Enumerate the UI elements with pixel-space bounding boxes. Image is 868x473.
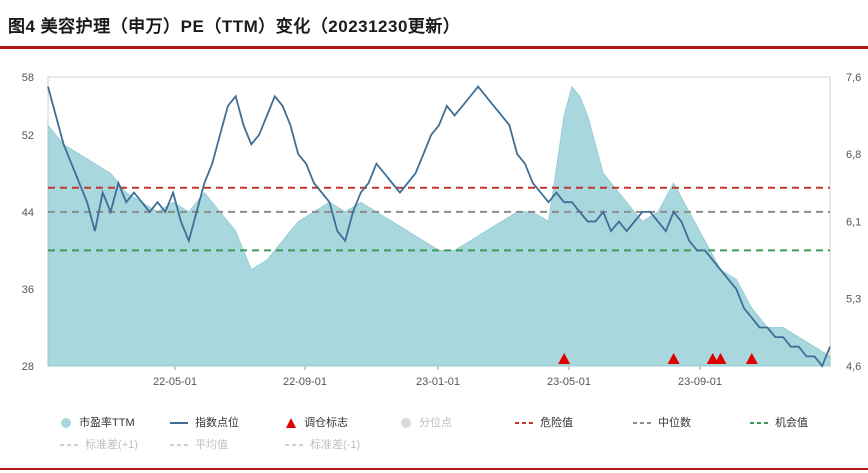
x-tick-label: 22-05-01 — [153, 376, 197, 388]
page-title: 图4 美容护理（申万）PE（TTM）变化（20231230更新） — [8, 17, 461, 36]
y-left-tick-label: 44 — [22, 207, 34, 219]
rebalance-marker — [745, 353, 758, 364]
y-right-tick-label: 6,8 — [846, 149, 861, 161]
title-divider — [0, 46, 868, 49]
rebalance-marker — [558, 353, 571, 364]
x-tick-label: 23-09-01 — [678, 376, 722, 388]
x-tick-label: 23-01-01 — [416, 376, 460, 388]
y-right-tick-label: 4,6 — [846, 361, 861, 373]
y-right-tick-label: 7,6 — [846, 72, 861, 84]
rebalance-marker — [667, 353, 680, 364]
y-left-tick-label: 36 — [22, 284, 34, 296]
x-tick-label: 22-09-01 — [283, 376, 327, 388]
rebalance-marker — [714, 353, 727, 364]
index-level-line — [47, 85, 831, 368]
y-left-tick-label: 52 — [22, 130, 34, 142]
bottom-divider — [0, 468, 868, 470]
y-right-tick-label: 6,1 — [846, 217, 861, 229]
pe-ttm-area — [47, 85, 831, 367]
title-bar: 图4 美容护理（申万）PE（TTM）变化（20231230更新） — [0, 0, 868, 44]
rebalance-marker — [706, 353, 719, 364]
y-left-tick-label: 58 — [22, 72, 34, 84]
y-right-tick-label: 5,3 — [846, 294, 861, 306]
x-tick-label: 23-05-01 — [547, 376, 591, 388]
y-left-tick-label: 28 — [22, 361, 34, 373]
